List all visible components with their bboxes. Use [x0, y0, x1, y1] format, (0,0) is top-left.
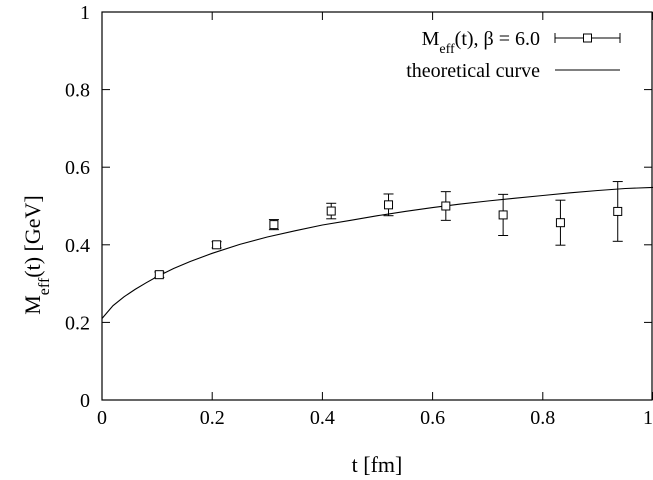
x-tick-label-0: 0 — [97, 407, 107, 429]
y-tick-label-2: 0.4 — [65, 235, 90, 257]
x-tick-label-4: 0.8 — [530, 407, 555, 429]
data-point-4 — [383, 193, 394, 217]
y-axis-label: Meff(t) [GeV] — [20, 195, 53, 315]
y-tick-label-5: 1 — [80, 2, 90, 24]
data-point-7 — [555, 199, 566, 246]
x-tick-label-1: 0.2 — [200, 407, 225, 429]
point-marker-6 — [498, 210, 508, 220]
y-tick-label-3: 0.6 — [65, 157, 90, 179]
x-axis-label: t [fm] — [352, 452, 403, 477]
x-tick-label-2: 0.4 — [310, 407, 335, 429]
point-marker-0 — [154, 270, 164, 280]
plot-frame — [101, 11, 653, 401]
point-marker-4 — [384, 200, 394, 210]
point-marker-5 — [441, 201, 451, 211]
legend-label-series-2: theoretical curve — [406, 60, 540, 82]
point-marker-7 — [555, 218, 565, 228]
data-point-5 — [440, 191, 451, 221]
y-tick-label-1: 0.2 — [65, 312, 90, 334]
point-marker-2 — [269, 220, 279, 230]
x-tick-label-5: 1 — [643, 407, 653, 429]
theoretical-curve-line — [101, 186, 653, 319]
data-point-3 — [326, 202, 337, 220]
legend-label-series-1: Meff(t), β = 6.0 — [422, 28, 540, 57]
data-point-8 — [612, 181, 623, 242]
legend-sample-marker — [583, 33, 592, 43]
data-point-0 — [154, 270, 165, 280]
y-tick-label-0: 0 — [80, 390, 90, 412]
x-tick-label-3: 0.6 — [420, 407, 445, 429]
data-point-1 — [211, 240, 222, 250]
point-marker-8 — [613, 206, 623, 216]
y-tick-label-4: 0.8 — [65, 80, 90, 102]
data-point-2 — [268, 219, 279, 231]
point-marker-3 — [326, 206, 336, 216]
data-point-6 — [498, 193, 509, 236]
point-marker-1 — [212, 240, 222, 250]
